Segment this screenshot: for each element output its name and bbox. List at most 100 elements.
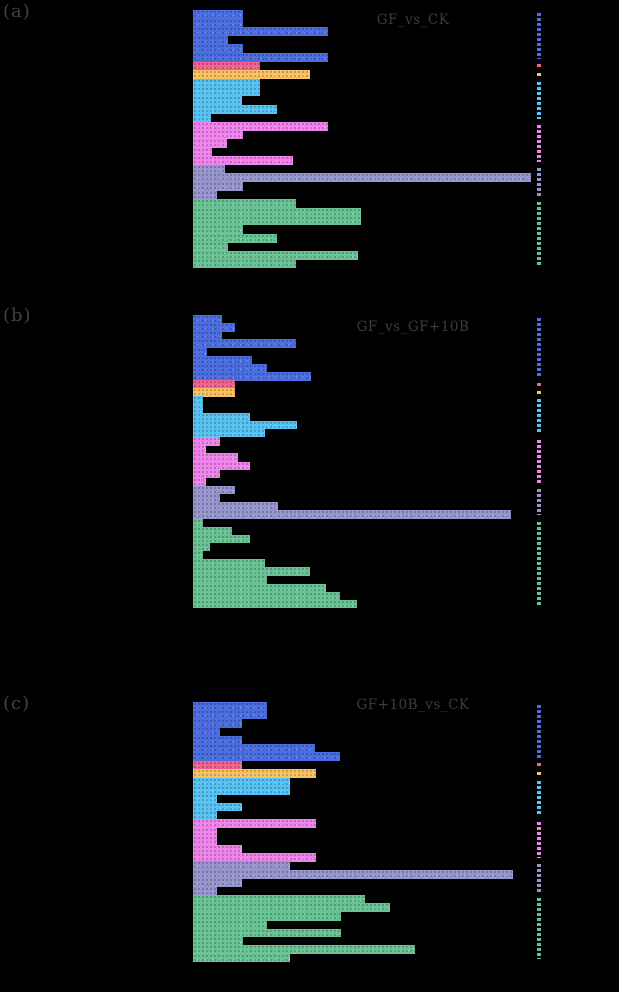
bar [193,388,235,397]
bar [193,380,235,389]
bar [193,461,250,471]
bar [193,469,220,479]
bar [193,702,267,711]
category-strip-segment [537,318,541,378]
bar [193,259,296,269]
bar [193,190,217,200]
bar [193,811,217,820]
bar [193,836,217,846]
category-strip-segment [537,897,541,960]
bar [193,113,211,123]
bar [193,61,260,71]
bar [193,769,316,778]
bar [193,727,220,736]
bar [193,477,206,487]
bar [193,575,267,584]
category-strip-segment [537,771,541,775]
category-strip-segment [537,763,541,767]
bar [193,819,316,829]
bar [193,920,267,929]
bar [193,445,206,454]
category-strip-segment [537,488,541,516]
bar [193,130,243,140]
bar [193,96,242,105]
bar [193,743,315,753]
category-strip-segment [537,81,541,119]
bar [193,412,250,422]
category-strip-segment [537,73,541,76]
bar [193,928,341,938]
bar [193,760,242,770]
bar [193,945,415,955]
bar [193,53,328,62]
bar [193,363,267,373]
bar [193,347,207,357]
bar [193,953,290,963]
category-strip-segment [537,64,541,68]
category-strip-segment [537,822,541,859]
bar [193,233,277,243]
bar [193,44,243,54]
bar [193,494,220,503]
bar [193,121,328,131]
bar [193,599,357,609]
bar [193,551,203,560]
bar [193,10,243,19]
category-strip-segment [537,440,541,483]
bar [193,182,243,191]
bar [193,147,212,157]
bar [193,878,242,887]
bar [193,139,227,148]
bar [193,510,511,519]
bar [193,164,225,174]
category-strip-segment [537,390,541,394]
bar [193,156,293,166]
category-strip-segment [537,202,541,265]
bar [193,936,243,946]
bar [193,485,235,495]
bar [193,225,243,234]
bar [193,518,203,528]
category-strip-segment [537,167,541,197]
bar [193,18,243,28]
bar [193,567,310,576]
bar [193,27,328,37]
panel-c-title: GF+10B_vs_CK [356,697,470,713]
bar [193,420,297,430]
bar [193,827,217,837]
bar [193,542,210,552]
category-strip-segment [537,399,541,435]
bar [193,355,252,365]
bar [193,70,310,80]
bar [193,559,265,568]
panel-a-title: GF_vs_CK [376,12,450,28]
bar [193,339,296,348]
category-strip-segment [537,13,541,59]
bar [193,718,242,728]
category-strip-segment [537,780,541,817]
bar [193,242,228,252]
bar [193,104,277,114]
bar [193,583,326,593]
bar [193,534,250,544]
bar [193,886,217,896]
bar [193,777,290,787]
category-strip-segment [537,705,541,758]
bar [193,371,311,381]
bar [193,35,228,45]
bar [193,173,531,183]
bar [193,794,217,804]
bar [193,331,222,340]
bar [193,404,203,414]
category-strip-segment [537,864,541,892]
bar [193,526,232,536]
bar [193,428,265,438]
category-strip-segment [537,382,541,386]
bar [193,844,242,854]
bar [193,453,238,462]
bar [193,853,316,862]
bar [193,78,260,88]
bar [193,903,390,913]
bar [193,207,361,217]
bar [193,710,267,720]
